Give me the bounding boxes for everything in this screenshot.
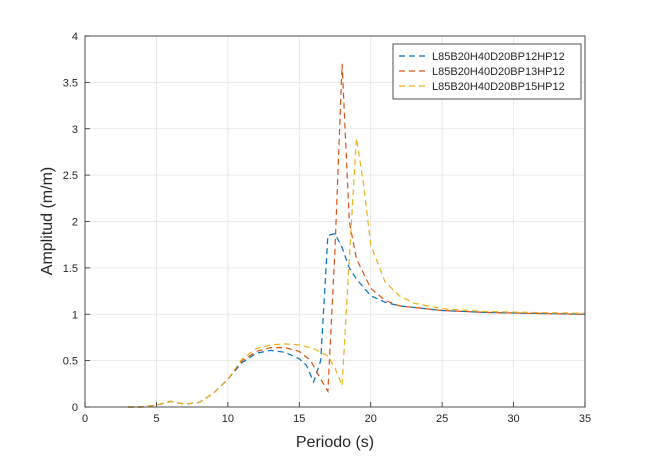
x-tick-label: 25 xyxy=(436,413,448,425)
y-tick-label: 2 xyxy=(72,217,78,229)
x-tick-label: 30 xyxy=(507,413,519,425)
x-tick-label: 20 xyxy=(365,413,377,425)
legend-label: L85B20H40D20BP12HP12 xyxy=(432,51,565,63)
y-tick-label: 2.5 xyxy=(63,170,78,182)
x-axis-label: Periodo (s) xyxy=(296,434,374,451)
x-tick-label: 10 xyxy=(222,413,234,425)
y-tick-label: 3 xyxy=(72,124,78,136)
x-tick-label: 0 xyxy=(82,413,88,425)
legend: L85B20H40D20BP12HP12 L85B20H40D20BP13HP12… xyxy=(392,43,582,100)
series-line-3 xyxy=(127,137,586,408)
y-axis-label: Amplitud (m/m) xyxy=(39,167,56,275)
series-layer xyxy=(127,63,586,408)
legend-label: L85B20H40D20BP15HP12 xyxy=(432,81,565,93)
ticks: 0 5 10 15 20 25 30 35 0 0.5 1 1.5 2 2.5 3 3.5 4 xyxy=(63,31,591,425)
y-tick-label: 4 xyxy=(72,31,78,43)
legend-label: L85B20H40D20BP13HP12 xyxy=(432,66,565,78)
y-tick-label: 0 xyxy=(72,402,78,414)
x-tick-label: 5 xyxy=(153,413,159,425)
x-tick-label: 35 xyxy=(579,413,591,425)
y-tick-label: 1.5 xyxy=(63,263,78,275)
y-tick-label: 0.5 xyxy=(63,356,78,368)
y-tick-label: 1 xyxy=(72,309,78,321)
x-tick-label: 15 xyxy=(293,413,305,425)
y-tick-label: 3.5 xyxy=(63,77,78,89)
